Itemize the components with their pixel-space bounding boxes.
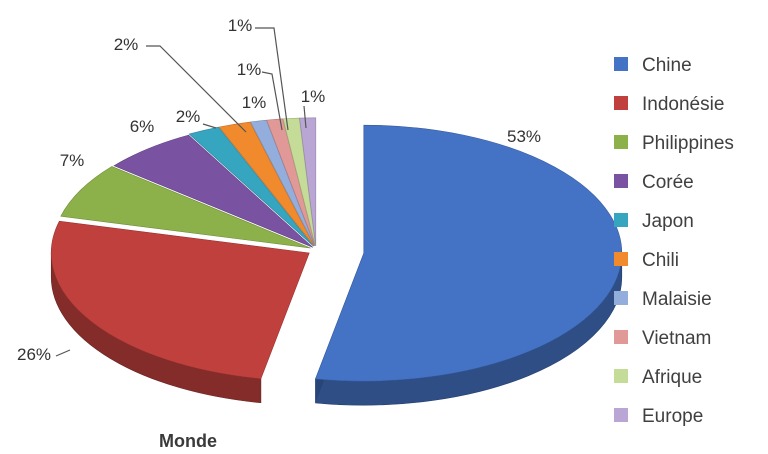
legend-swatch-chine xyxy=(614,57,628,71)
slice-afrique xyxy=(282,117,316,246)
legend-swatch-japon xyxy=(614,213,628,227)
legend-item-japon: Japon xyxy=(614,211,694,232)
data-label-philippines: 7% xyxy=(60,151,85,170)
legend-label-japon: Japon xyxy=(642,211,694,232)
slice-coree xyxy=(113,134,314,248)
legend-item-vietnam: Vietnam xyxy=(614,328,711,349)
data-label-indonesie: 26% xyxy=(17,345,51,364)
data-label-chine: 53% xyxy=(507,127,541,146)
data-label-japon: 2% xyxy=(176,107,201,126)
legend: Chine Indonésie Philippines Corée Japon Chili… xyxy=(614,55,734,427)
legend-label-indonesie: Indonésie xyxy=(642,94,724,115)
data-label-vietnam: 1% xyxy=(237,60,262,79)
slice-top-japon xyxy=(188,126,314,247)
legend-item-philippines: Philippines xyxy=(614,133,734,154)
legend-label-malaisie: Malaisie xyxy=(642,289,712,310)
legend-swatch-indonesie xyxy=(614,96,628,110)
slice-top-philippines xyxy=(60,166,311,249)
legend-item-europe: Europe xyxy=(614,406,703,427)
slice-top-indonesie xyxy=(50,220,310,380)
pie-slices xyxy=(50,117,623,406)
legend-item-chine: Chine xyxy=(614,55,692,76)
slice-indonesie xyxy=(50,220,310,404)
legend-swatch-chili xyxy=(614,252,628,266)
data-label-afrique: 1% xyxy=(228,16,253,35)
slice-chine xyxy=(315,124,623,406)
data-label-chili: 2% xyxy=(114,35,139,54)
legend-label-afrique: Afrique xyxy=(642,367,702,388)
legend-label-europe: Europe xyxy=(642,406,703,427)
legend-swatch-philippines xyxy=(614,135,628,149)
legend-swatch-coree xyxy=(614,174,628,188)
legend-item-chili: Chili xyxy=(614,250,679,271)
slice-japon xyxy=(188,126,314,247)
legend-swatch-afrique xyxy=(614,369,628,383)
legend-item-afrique: Afrique xyxy=(614,367,702,388)
slice-europe xyxy=(299,117,317,246)
data-label-malaisie: 1% xyxy=(242,93,267,112)
data-label-europe: 1% xyxy=(301,87,326,106)
slice-top-vietnam xyxy=(266,118,316,246)
slice-top-coree xyxy=(113,134,314,248)
leader-line-chili xyxy=(146,45,247,133)
legend-item-indonesie: Indonésie xyxy=(614,94,724,115)
leader-line-indonesie xyxy=(55,349,71,357)
slice-chili xyxy=(218,121,315,247)
leader-line-japon xyxy=(202,123,217,129)
legend-label-chili: Chili xyxy=(642,250,679,271)
slice-vietnam xyxy=(266,118,316,246)
slice-labels: 53% 26% 7% 6% 2% 2% 1% 1% 1% 1% xyxy=(17,16,541,364)
leader-line-afrique xyxy=(255,27,289,131)
legend-label-vietnam: Vietnam xyxy=(642,328,711,349)
chart-title: Monde xyxy=(159,431,217,451)
legend-item-malaisie: Malaisie xyxy=(614,289,712,310)
slice-top-europe xyxy=(299,117,317,246)
legend-item-coree: Corée xyxy=(614,172,694,193)
slice-top-chili xyxy=(218,121,315,247)
legend-label-philippines: Philippines xyxy=(642,133,734,154)
data-label-coree: 6% xyxy=(130,117,155,136)
slice-top-afrique xyxy=(282,117,316,246)
leader-line-europe xyxy=(303,105,307,129)
legend-swatch-europe xyxy=(614,408,628,422)
legend-swatch-vietnam xyxy=(614,330,628,344)
leader-lines xyxy=(55,27,307,357)
leader-line-vietnam xyxy=(261,71,283,131)
legend-label-coree: Corée xyxy=(642,172,694,193)
slice-malaisie xyxy=(250,119,315,247)
slice-top-malaisie xyxy=(250,119,315,247)
slice-philippines xyxy=(60,166,311,249)
legend-label-chine: Chine xyxy=(642,55,692,76)
legend-swatch-malaisie xyxy=(614,291,628,305)
